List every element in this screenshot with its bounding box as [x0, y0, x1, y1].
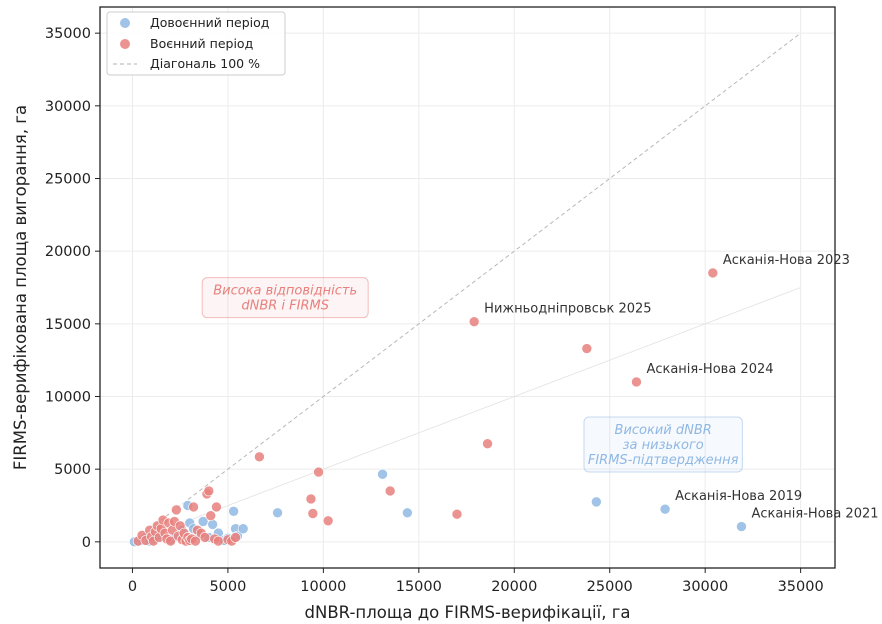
annotation-box-text: dNBR і FIRMS [241, 299, 329, 314]
war-point [305, 493, 317, 505]
war-point [631, 376, 642, 388]
prewar-point [659, 503, 671, 515]
y-tick-label: 5000 [54, 462, 91, 478]
reference-lines [132, 32, 801, 543]
x-tick-label: 5000 [209, 579, 246, 595]
legend-label-prewar: Довоєнний період [150, 15, 269, 30]
data-points [129, 267, 747, 548]
y-tick-label: 15000 [45, 317, 91, 333]
x-tick-label: 10000 [300, 579, 346, 595]
annotation-box-text: FIRMS-підтвердження [588, 453, 739, 468]
y-tick-label: 0 [82, 535, 91, 551]
war-point [307, 508, 319, 519]
point-annotation: Асканія-Нова 2023 [723, 253, 850, 268]
point-annotations: Асканія-Нова 2023 Нижньодніпровськ 2025 Ас… [484, 253, 878, 522]
legend-marker-prewar [120, 18, 130, 28]
annotation-box [201, 277, 369, 319]
y-tick-label: 30000 [45, 99, 91, 115]
prewar-point [207, 519, 218, 530]
war-point [171, 504, 182, 516]
war-point [190, 535, 201, 547]
point-annotation: Нижньодніпровськ 2025 [484, 302, 651, 317]
war-point [384, 485, 396, 497]
war-point [203, 485, 215, 497]
prewar-point [591, 496, 602, 508]
war-point [254, 451, 265, 463]
plot-frame [99, 6, 836, 569]
legend-marker-war [120, 39, 130, 49]
axis-ticks: 0 5000 10000 15000 20000 25000 30000 35000 0 5000… [45, 26, 824, 595]
war-point [707, 267, 719, 279]
war-point [322, 515, 334, 527]
legend: Довоєнний період Воєнний період Діагонал… [106, 11, 286, 76]
y-tick-label: 10000 [45, 390, 91, 406]
war-point [468, 316, 480, 327]
prewar-point [237, 523, 249, 535]
war-point [230, 532, 241, 543]
x-tick-label: 15000 [396, 579, 442, 595]
war-point [581, 343, 593, 354]
point-annotation: Асканія-Нова 2021 [751, 507, 878, 522]
war-point [313, 466, 324, 478]
half-line [132, 287, 801, 543]
x-tick-label: 35000 [778, 579, 824, 595]
war-point [165, 535, 176, 547]
war-point [199, 532, 211, 543]
annotation-box-text: Високий dNBR [615, 423, 712, 438]
x-axis-label: dNBR-площа до FIRMS-верифікації, га [305, 603, 631, 622]
annotation-box-text: за низького [623, 438, 704, 453]
grid [100, 7, 835, 568]
y-tick-label: 35000 [45, 26, 91, 42]
war-point [188, 501, 199, 513]
y-tick-label: 25000 [45, 171, 91, 187]
x-tick-label: 0 [128, 579, 137, 595]
y-axis-label: FIRMS-верифікована площа вигорання, га [11, 105, 30, 470]
prewar-point [228, 506, 239, 517]
x-tick-label: 25000 [587, 579, 633, 595]
prewar-point [736, 521, 747, 532]
legend-label-diagonal: Діагональ 100 % [150, 56, 260, 71]
prewar-point [272, 507, 283, 519]
x-tick-label: 20000 [491, 579, 537, 595]
war-point [205, 510, 217, 521]
prewar-point [402, 507, 413, 519]
y-tick-label: 20000 [45, 244, 91, 260]
prewar-point [377, 468, 388, 480]
legend-box [106, 11, 286, 76]
annotation-box [583, 416, 743, 473]
war-point [213, 535, 224, 547]
point-annotation: Асканія-Нова 2019 [675, 489, 802, 504]
legend-label-war: Воєнний період [150, 36, 253, 51]
prewar-point [197, 516, 209, 527]
point-annotation: Асканія-Нова 2024 [646, 362, 773, 377]
annotation-box-text: Висока відповідність [213, 284, 357, 299]
war-point [451, 508, 463, 520]
war-point [211, 501, 222, 513]
x-tick-label: 30000 [682, 579, 728, 595]
war-point [482, 438, 493, 450]
